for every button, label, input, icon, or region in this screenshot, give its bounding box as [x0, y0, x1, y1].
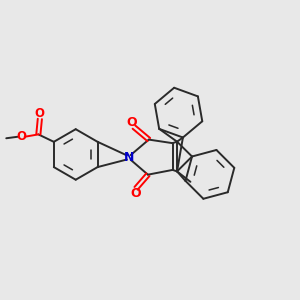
Text: N: N — [123, 151, 134, 164]
Text: O: O — [127, 116, 137, 129]
Text: O: O — [35, 107, 45, 120]
Text: O: O — [16, 130, 26, 143]
Text: O: O — [130, 187, 141, 200]
